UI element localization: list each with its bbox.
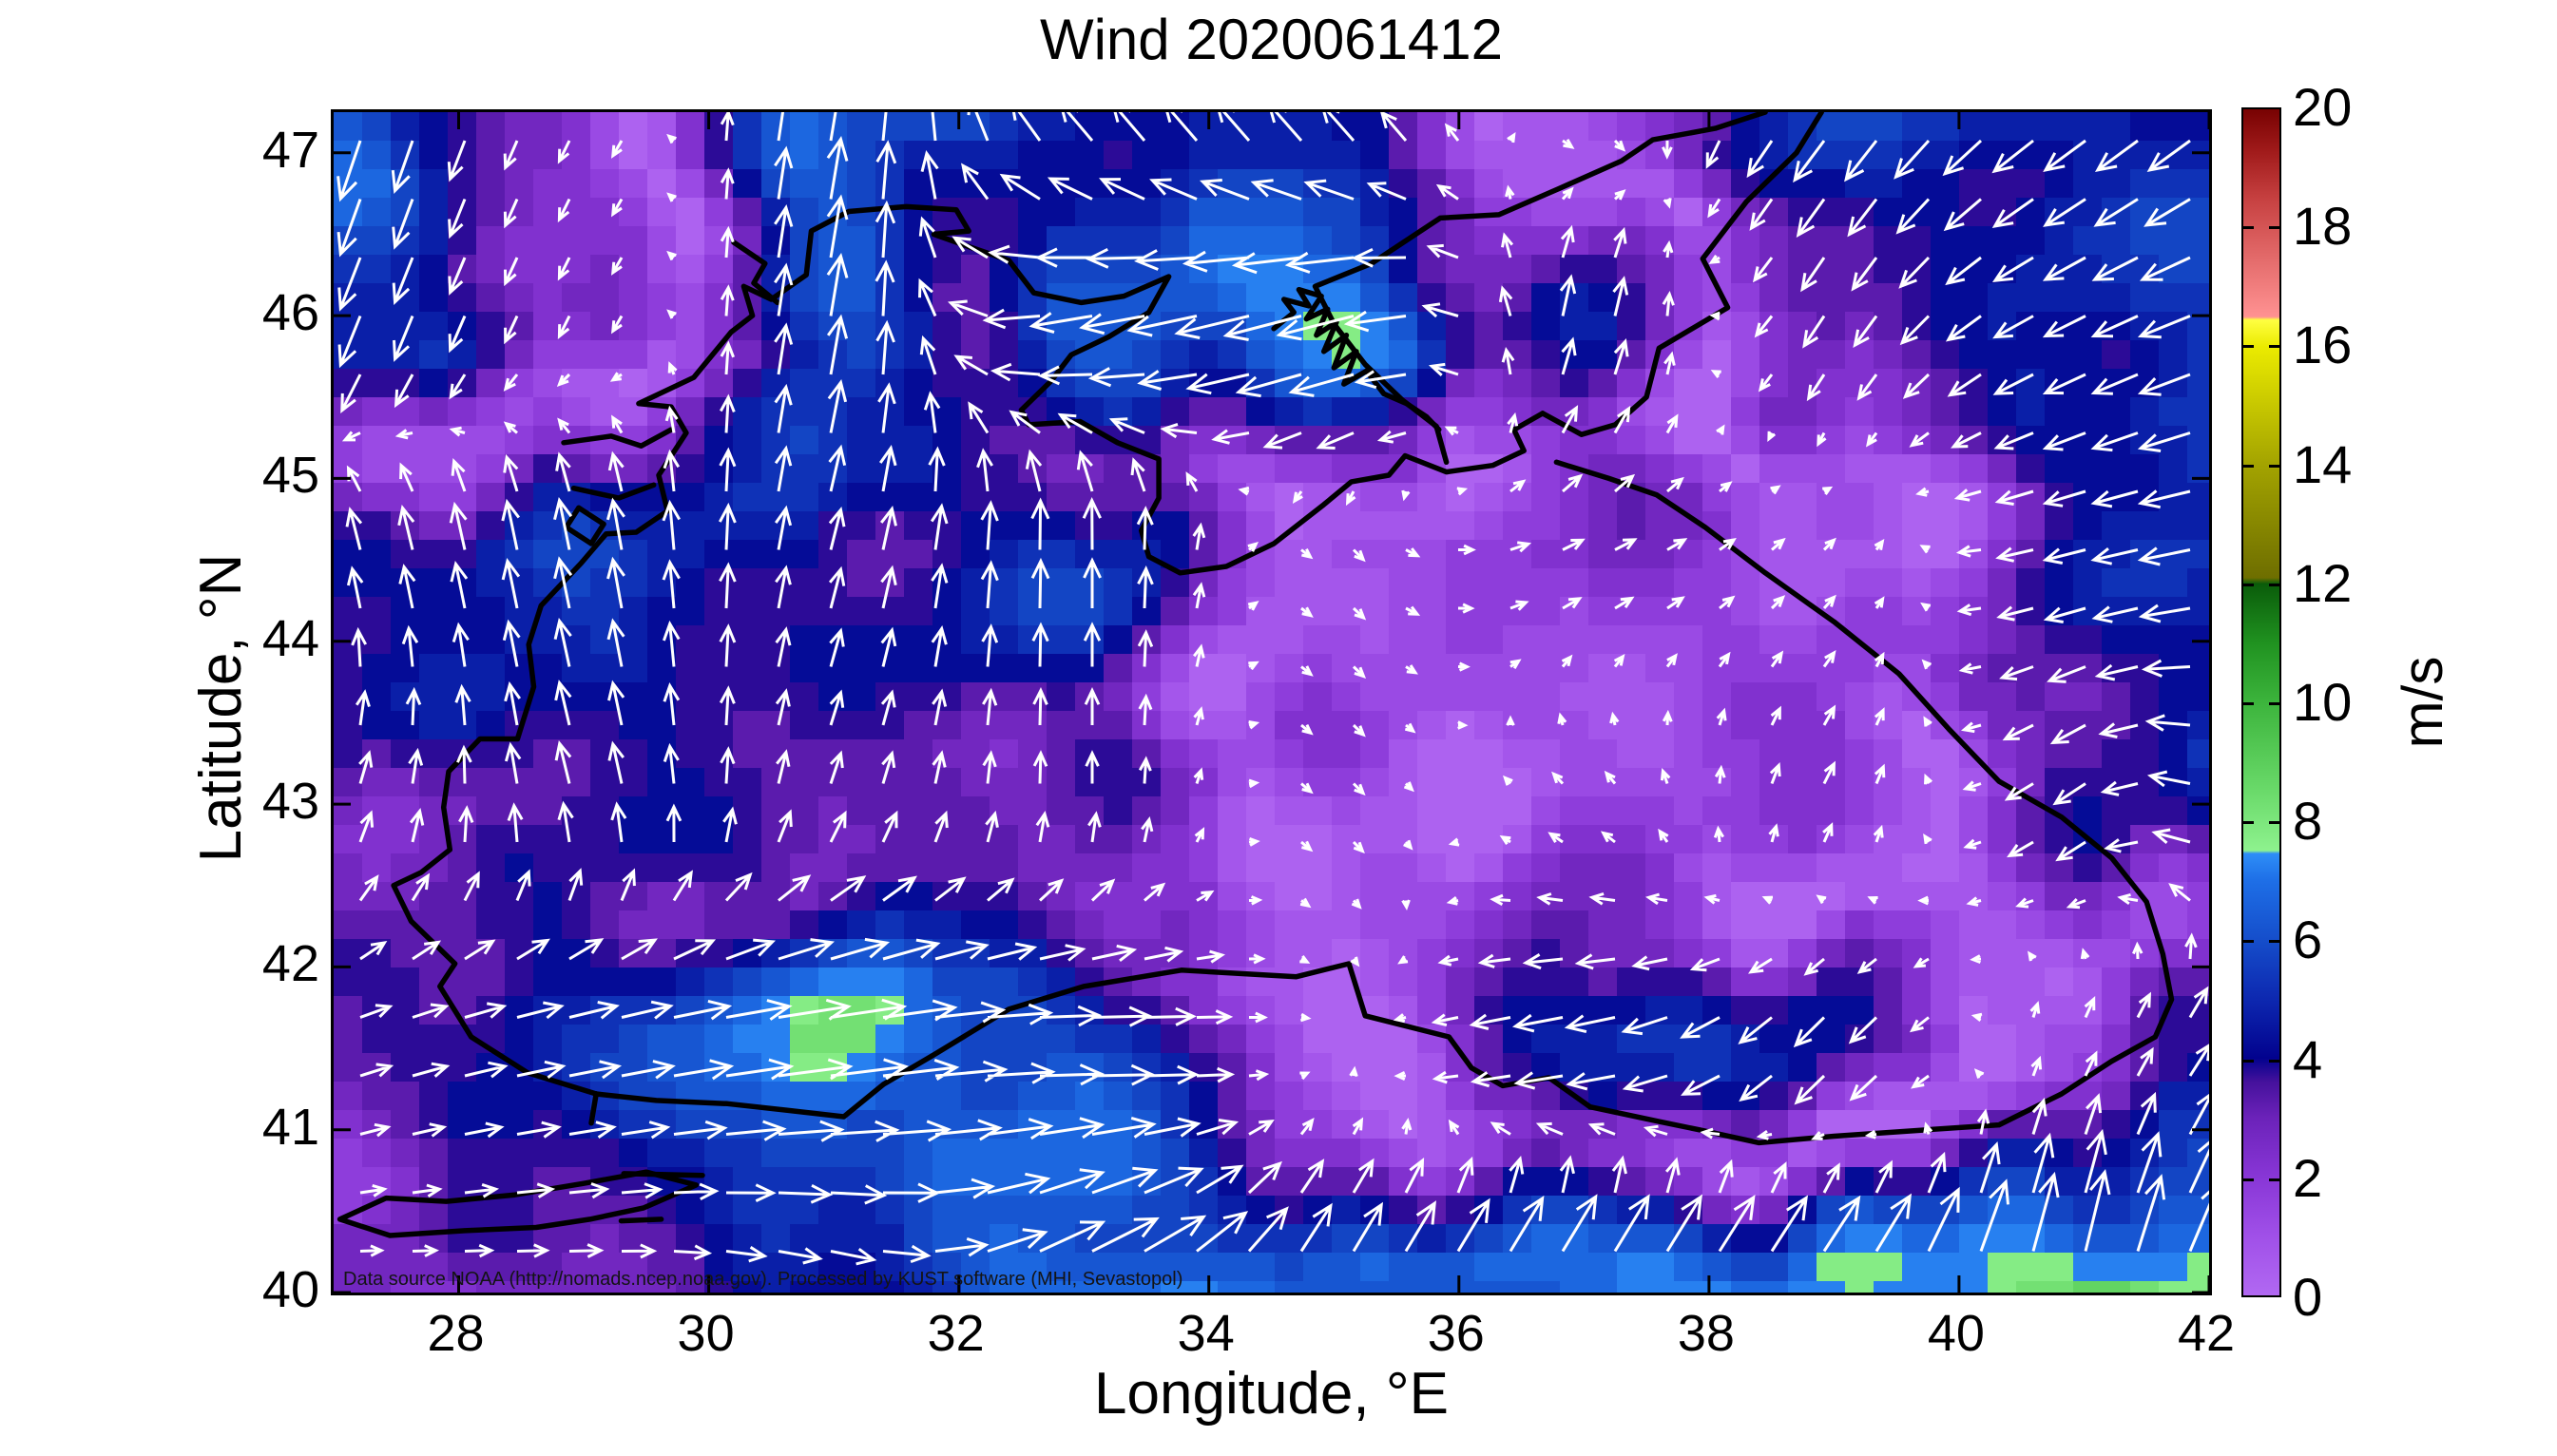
colorbar-tick-mark (2243, 1059, 2254, 1063)
colorbar-tick-label: 16 (2293, 315, 2353, 375)
coastline (391, 203, 1546, 1097)
x-axis-tick-label: 28 (427, 1305, 485, 1362)
colorbar-tick-mark (2269, 583, 2279, 586)
colorbar-tick-mark (2243, 464, 2254, 468)
colorbar-tick-label: 14 (2293, 433, 2353, 494)
y-axis-tick-label: 40 (261, 1261, 319, 1318)
y-axis-tick-label: 41 (261, 1098, 319, 1156)
coastline (1540, 112, 1824, 437)
colorbar-tick-mark (2269, 464, 2279, 468)
colorbar-tick-mark (2243, 583, 2254, 586)
x-axis-tick-label: 36 (1427, 1305, 1485, 1362)
coastline (570, 482, 657, 501)
x-axis-tick-label: 40 (1927, 1305, 1985, 1362)
colorbar-tick-label: 2 (2293, 1147, 2323, 1208)
colorbar-tick-label: 0 (2293, 1267, 2323, 1327)
attribution-text: Data source NOAA (http://nomads.ncep.noa… (343, 1269, 1183, 1290)
coastline (621, 1171, 705, 1178)
colorbar-tick-mark (2269, 821, 2279, 825)
wind-arrows-layer (336, 112, 2209, 1266)
coastline (1271, 286, 1442, 432)
colorbar-tick-label: 18 (2293, 196, 2353, 257)
coastline-layer (336, 112, 2175, 1238)
map-svg (334, 112, 2209, 1293)
colorbar (2241, 107, 2281, 1297)
colorbar-tick-mark (2243, 702, 2254, 705)
colorbar-tick-mark (2269, 345, 2279, 349)
wind-speed-field-layer (334, 112, 2209, 1293)
colorbar-tick-mark (2243, 345, 2254, 349)
x-axis-tick-label: 32 (927, 1305, 985, 1362)
coastline (731, 239, 780, 306)
figure-title: Wind 2020061412 (1039, 8, 1504, 71)
y-axis-tick-label: 43 (261, 773, 319, 831)
plot-area: Data source NOAA (http://nomads.ncep.noa… (331, 109, 2212, 1295)
coastline (593, 459, 2175, 1146)
coastline (618, 1217, 664, 1224)
y-axis-tick-label: 45 (261, 447, 319, 505)
colorbar-tick-label: 6 (2293, 910, 2323, 970)
y-axis-tick-label: 46 (261, 284, 319, 342)
colorbar-tick-label: 4 (2293, 1028, 2323, 1089)
coastline (1312, 112, 1768, 466)
x-axis-tick-label: 30 (677, 1305, 735, 1362)
colorbar-tick-mark (2243, 821, 2254, 825)
colorbar-tick-label: 20 (2293, 77, 2353, 137)
x-axis-label: Longitude, °E (1094, 1361, 1449, 1427)
coastline (563, 505, 606, 546)
colorbar-tick-mark (2269, 1178, 2279, 1181)
coastline (561, 427, 674, 449)
y-axis-tick-label: 44 (261, 609, 319, 667)
coastline (588, 1091, 599, 1126)
colorbar-tick-mark (2269, 1059, 2279, 1063)
colorbar-unit-label: m/s (2391, 656, 2454, 749)
colorbar-tick-label: 12 (2293, 552, 2353, 613)
colorbar-tick-mark (2269, 702, 2279, 705)
y-axis-label: Latitude, °N (188, 553, 254, 863)
colorbar-tick-mark (2269, 940, 2279, 944)
colorbar-tick-mark (2243, 226, 2254, 230)
axis-tick-marks (334, 112, 2209, 1293)
colorbar-tick-mark (2269, 226, 2279, 230)
colorbar-tick-label: 8 (2293, 791, 2323, 852)
x-axis-tick-label: 34 (1177, 1305, 1235, 1362)
x-axis-tick-label: 42 (2177, 1305, 2236, 1362)
coastline (336, 1169, 700, 1238)
colorbar-tick-label: 10 (2293, 672, 2353, 732)
colorbar-tick-mark (2243, 1178, 2254, 1181)
y-axis-tick-label: 47 (261, 121, 319, 179)
y-axis-tick-label: 42 (261, 935, 319, 993)
x-axis-tick-label: 38 (1677, 1305, 1735, 1362)
colorbar-tick-mark (2243, 940, 2254, 944)
